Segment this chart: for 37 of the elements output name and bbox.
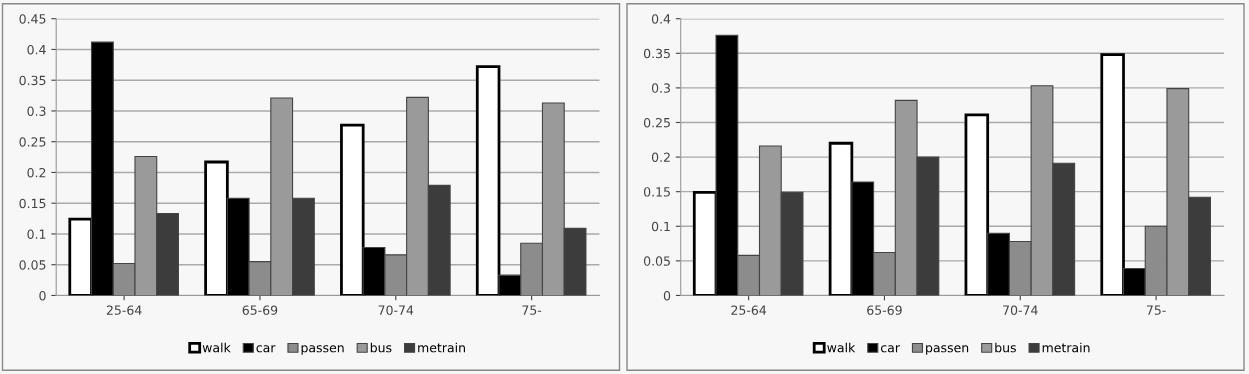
legend-label: passen <box>926 345 969 355</box>
y-tick-label: 0 <box>663 290 671 301</box>
legend-label: metrain <box>1042 342 1090 353</box>
x-tick-label: 75- <box>522 305 542 315</box>
y-tick-label: 0.1 <box>27 229 46 239</box>
x-tick-label: 25-64 <box>731 305 767 315</box>
legend-label: car <box>880 345 900 353</box>
y-tick-label: 0.2 <box>651 152 670 163</box>
y-tick-label: 0.25 <box>643 117 670 128</box>
legend-label: walk <box>827 342 856 353</box>
x-tick-label: 25-64 <box>106 305 142 315</box>
y-tick-label: 0.2 <box>27 167 46 178</box>
y-tick-label: 0.4 <box>27 44 46 55</box>
x-tick-label: 70-74 <box>1003 305 1038 315</box>
y-tick-label: 0.1 <box>651 221 670 232</box>
y-tick-label: 0.4 <box>651 14 671 24</box>
y-tick-label: 0.05 <box>19 260 46 270</box>
y-tick-label: 0 <box>39 290 46 301</box>
legend-label: bus <box>370 342 392 353</box>
y-tick-label: 0.45 <box>19 14 46 24</box>
y-tick-label: 0.35 <box>19 75 46 86</box>
x-tick-label: 65-69 <box>242 305 278 315</box>
y-tick-label: 0.35 <box>643 48 670 59</box>
legend-label: walk <box>202 342 231 353</box>
legend-label: car <box>256 345 276 353</box>
y-tick-label: 0.3 <box>651 83 670 93</box>
legend-label: metrain <box>418 342 465 353</box>
x-tick-label: 65-69 <box>867 305 902 315</box>
x-tick-label: 75- <box>1146 305 1166 315</box>
legend-label: passen <box>301 345 344 355</box>
x-tick-label: 70-74 <box>378 305 414 315</box>
y-tick-label: 0.05 <box>643 256 670 266</box>
y-tick-label: 0.15 <box>643 187 670 197</box>
y-tick-label: 0.25 <box>19 137 46 147</box>
legend-label: bus <box>995 342 1016 353</box>
y-tick-label: 0.3 <box>27 106 46 116</box>
y-tick-label: 0.15 <box>19 198 46 209</box>
